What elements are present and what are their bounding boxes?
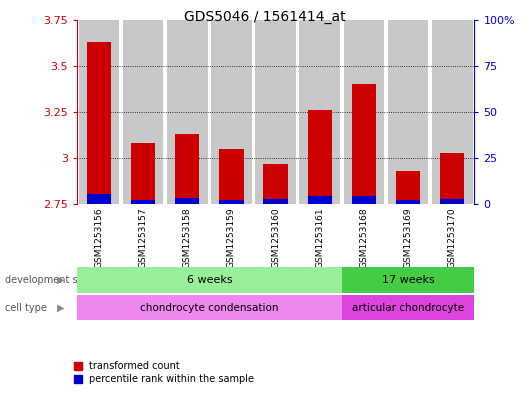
Bar [211, 20, 252, 204]
Bar [263, 164, 288, 204]
Bar [255, 20, 296, 204]
Text: ▶: ▶ [57, 275, 65, 285]
Bar [440, 199, 464, 204]
Text: chondrocyte condensation: chondrocyte condensation [140, 303, 279, 312]
Bar [396, 200, 420, 204]
Bar [87, 194, 111, 204]
Bar [87, 42, 111, 204]
Bar [307, 196, 332, 204]
Bar [352, 196, 376, 204]
Text: 6 weeks: 6 weeks [187, 275, 232, 285]
Bar [307, 110, 332, 204]
Bar [175, 198, 199, 204]
Text: articular chondrocyte: articular chondrocyte [352, 303, 464, 312]
Bar [432, 20, 473, 204]
Legend: transformed count, percentile rank within the sample: transformed count, percentile rank withi… [74, 361, 254, 384]
Bar [175, 134, 199, 204]
Text: 17 weeks: 17 weeks [382, 275, 435, 285]
Bar [343, 20, 384, 204]
Text: development stage: development stage [5, 275, 100, 285]
Bar [131, 200, 155, 204]
Bar [352, 84, 376, 204]
Bar [131, 143, 155, 204]
Bar [123, 20, 163, 204]
Bar [263, 199, 288, 204]
Bar [388, 20, 428, 204]
Text: cell type: cell type [5, 303, 47, 312]
Bar [78, 20, 119, 204]
Text: GDS5046 / 1561414_at: GDS5046 / 1561414_at [184, 10, 346, 24]
Text: ▶: ▶ [57, 303, 65, 312]
Bar [299, 20, 340, 204]
Bar [440, 152, 464, 204]
Bar [219, 200, 244, 204]
Bar [219, 149, 244, 204]
Bar [167, 20, 208, 204]
Bar [396, 171, 420, 204]
